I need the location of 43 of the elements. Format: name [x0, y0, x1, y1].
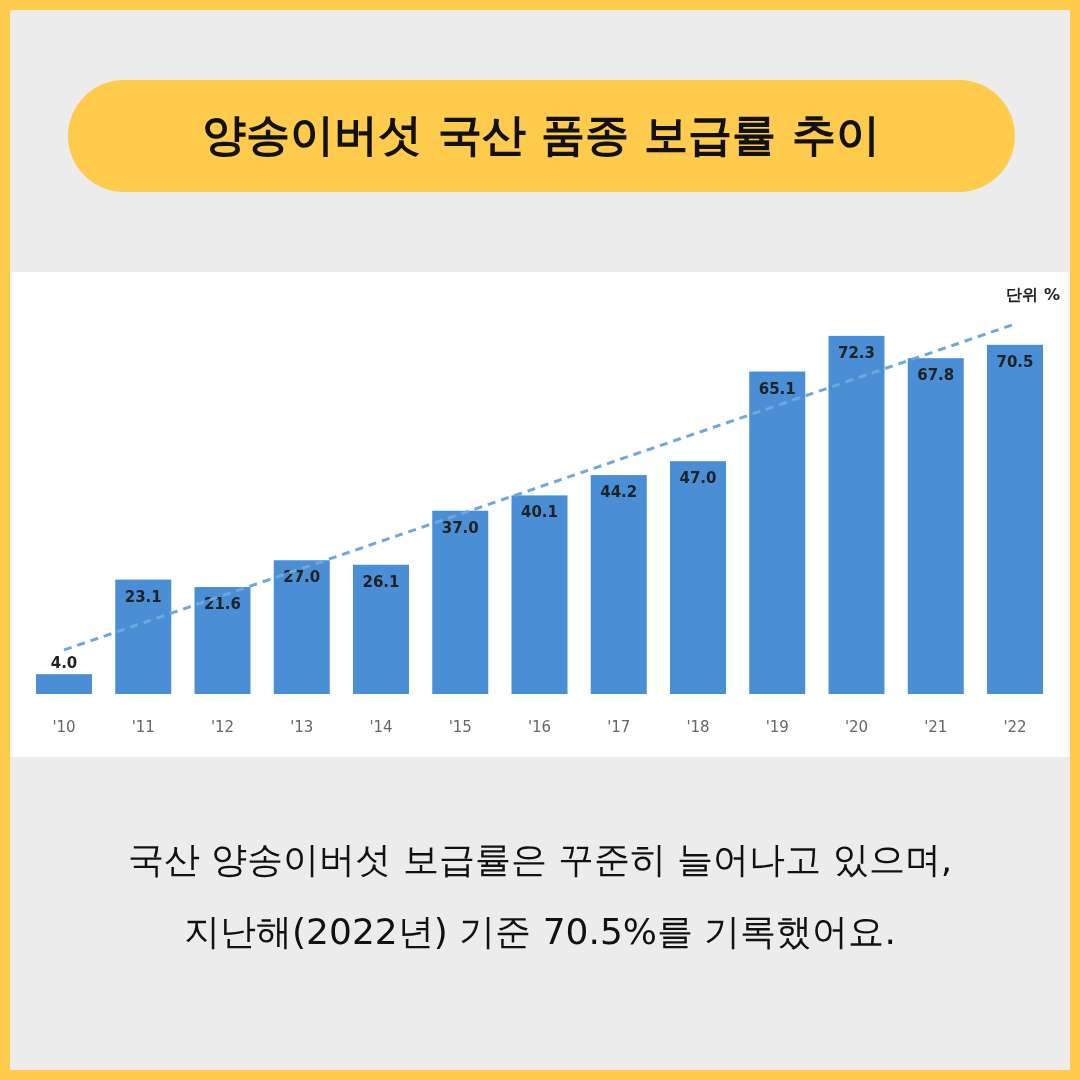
text: 단위 % — [1006, 285, 1060, 304]
x-tick-label: '21 — [924, 718, 948, 736]
bar — [353, 564, 409, 694]
bar — [590, 475, 647, 694]
x-tick-label: '22 — [1003, 718, 1027, 736]
data-label: 40.1 — [520, 503, 559, 522]
bar — [115, 579, 172, 694]
data-label: 67.8 — [917, 366, 955, 385]
data-label: 27.0 — [283, 568, 321, 587]
bar — [907, 358, 964, 694]
text: 국산 양송이버섯 보급률은 꾸준히 늘어나고 있으며, — [127, 839, 953, 880]
data-label: 4.0 — [50, 654, 78, 673]
bar — [828, 335, 885, 694]
x-tick-label: '17 — [607, 718, 631, 736]
bar — [36, 674, 92, 694]
data-label: 21.6 — [203, 595, 242, 614]
data-label: 23.1 — [124, 587, 162, 606]
bar — [670, 461, 726, 694]
bar — [273, 560, 330, 694]
bar — [987, 344, 1043, 694]
x-tick-label: '12 — [210, 718, 235, 736]
data-label: 65.1 — [758, 379, 796, 398]
bar — [194, 587, 251, 694]
x-tick-label: '19 — [765, 718, 789, 736]
data-label: 70.5 — [996, 352, 1034, 371]
x-tick-label: '20 — [844, 718, 869, 736]
x-tick-label: '13 — [290, 718, 314, 736]
x-tick-label: '11 — [131, 718, 155, 736]
x-tick-label: '14 — [369, 718, 393, 736]
data-label: 37.0 — [441, 518, 479, 537]
data-label: 47.0 — [679, 469, 717, 488]
x-tick-label: '18 — [686, 718, 710, 736]
x-tick-label: '16 — [527, 718, 552, 736]
bar — [511, 495, 568, 694]
chart-title: 양송이버섯 국산 품종 보급률 추이 — [202, 109, 880, 160]
x-tick-label: '15 — [448, 718, 472, 736]
bar — [432, 510, 489, 694]
data-label: 26.1 — [362, 572, 400, 591]
x-tick-label: '10 — [52, 718, 76, 736]
bar — [749, 371, 806, 694]
data-label: 72.3 — [837, 343, 876, 362]
data-label: 44.2 — [600, 483, 638, 502]
text: 지난해(2022년) 기준 70.5%를 기록했어요. — [184, 911, 896, 952]
